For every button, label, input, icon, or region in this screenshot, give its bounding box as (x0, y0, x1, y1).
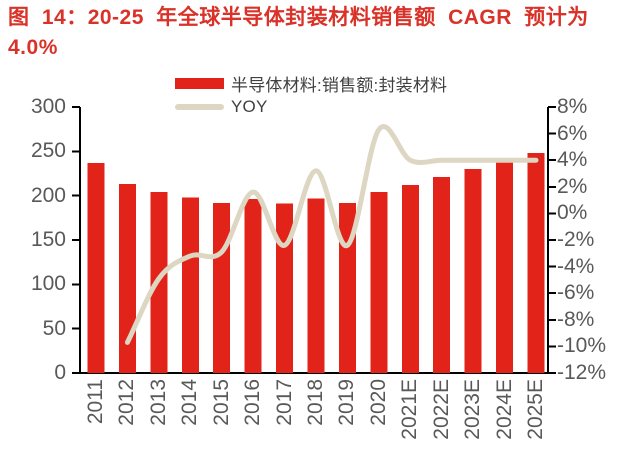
bar-2025E (527, 153, 545, 373)
right-axis-label-8%: 8% (557, 95, 588, 118)
x-label-2021E: 2021E (398, 379, 422, 440)
bar-2017 (276, 203, 294, 373)
x-label-2020: 2020 (366, 379, 390, 426)
figure-title: 图 14：20-25 年全球半导体封装材料销售额 CAGR 预计为 4.0% (8, 6, 589, 59)
left-axis-label-0: 0 (54, 361, 66, 384)
legend-label-sales: 半导体材料:销售额:封装材料 (231, 76, 448, 95)
bar-2012 (118, 184, 136, 373)
chart-legend: 半导体材料:销售额:封装材料 YOY (175, 74, 447, 120)
right-axis-label-6%: 6% (557, 121, 588, 145)
yoy-line (124, 124, 539, 345)
legend-label-yoy: YOY (231, 96, 268, 116)
legend-item-yoy: YOY (175, 97, 447, 116)
right-axis-label--2%: -2% (557, 228, 595, 251)
left-axis-label-300: 300 (30, 95, 66, 118)
x-label-2014: 2014 (178, 379, 202, 426)
bar-2021E (401, 185, 419, 373)
x-label-2019: 2019 (335, 379, 359, 426)
bar-2020 (370, 192, 388, 373)
bar-2024E (496, 160, 514, 373)
x-label-2013: 2013 (146, 379, 170, 426)
right-axis-label--12%: -12% (557, 361, 607, 384)
bar-2023E (464, 169, 482, 373)
x-label-2015: 2015 (209, 379, 233, 426)
right-axis-label-0%: 0% (557, 201, 588, 225)
x-label-2025E: 2025E (524, 379, 547, 440)
bar-2018 (307, 198, 325, 373)
x-label-2023E: 2023E (461, 379, 485, 440)
right-axis-label--4%: -4% (557, 254, 595, 278)
right-axis-label-2%: 2% (557, 174, 588, 198)
x-label-2017: 2017 (272, 379, 296, 426)
bar-2015 (213, 202, 231, 373)
right-axis-label-4%: 4% (557, 148, 588, 172)
x-label-2016: 2016 (241, 379, 265, 426)
x-label-2011: 2011 (84, 379, 107, 425)
right-axis-label--6%: -6% (557, 281, 595, 305)
left-axis-label-150: 150 (30, 228, 66, 251)
x-label-2018: 2018 (304, 379, 327, 426)
line-series-swatch-icon (175, 103, 224, 110)
bar-2022E (433, 177, 451, 373)
left-axis-label-250: 250 (30, 139, 66, 163)
x-label-2022E: 2022E (429, 379, 453, 440)
bar-2011 (87, 162, 105, 373)
right-axis-label--8%: -8% (557, 307, 595, 331)
right-axis-label--10%: -10% (557, 334, 607, 358)
x-label-2024E: 2024E (492, 379, 516, 440)
left-axis-label-200: 200 (30, 183, 66, 207)
bar-2016 (244, 199, 262, 373)
x-label-2012: 2012 (115, 379, 139, 426)
left-axis-label-100: 100 (30, 272, 66, 296)
bar-2014 (181, 197, 199, 373)
bar-series-swatch-icon (175, 78, 224, 89)
left-axis-label-50: 50 (42, 316, 66, 340)
legend-item-sales: 半导体材料:销售额:封装材料 (175, 74, 448, 95)
